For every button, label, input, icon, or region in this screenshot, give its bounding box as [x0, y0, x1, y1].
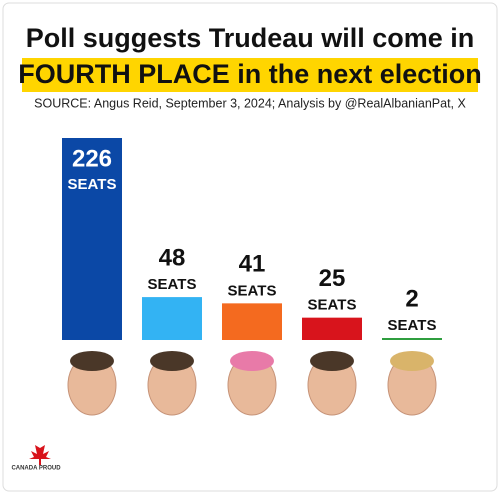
value-label: 2: [405, 285, 418, 312]
hair: [150, 351, 194, 371]
unit-label: SEATS: [308, 297, 357, 314]
unit-label: SEATS: [68, 176, 117, 193]
source: SOURCE: Angus Reid, September 3, 2024; A…: [34, 96, 466, 110]
value-label: 41: [239, 251, 266, 278]
value-label: 226: [72, 145, 112, 172]
highlight: [22, 58, 478, 92]
bar: [302, 317, 362, 340]
bar: [62, 138, 122, 340]
logo: CANADA PROUD: [11, 466, 61, 472]
hair: [390, 351, 434, 371]
bar: [382, 338, 442, 340]
chart-title: Poll suggests Trudeau will come in: [26, 23, 475, 53]
logo-mark: [29, 440, 51, 465]
hair: [230, 351, 274, 371]
bar: [142, 297, 202, 340]
bar: [222, 303, 282, 340]
hair: [70, 351, 114, 371]
chart-subtitle: FOURTH PLACE in the next election: [18, 59, 482, 89]
value-label: 48: [159, 244, 186, 271]
unit-label: SEATS: [228, 282, 277, 299]
value-label: 25: [319, 265, 346, 292]
maple-leaf: [29, 440, 51, 465]
unit-label: SEATS: [148, 276, 197, 293]
hair: [310, 351, 354, 371]
unit-label: SEATS: [388, 317, 437, 334]
